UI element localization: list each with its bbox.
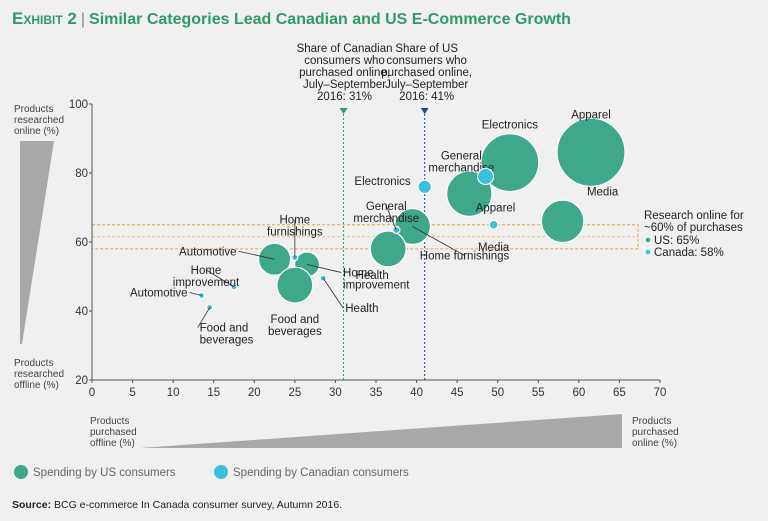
leader-line-us: [412, 226, 465, 256]
x-tick-label: 30: [329, 387, 342, 399]
bubble-label-us: Media: [587, 186, 619, 198]
exhibit-number: Exhibit 2: [12, 9, 77, 28]
x-tick-label: 5: [129, 387, 135, 399]
y-tick-label: 60: [75, 237, 88, 249]
bubble-us: [540, 199, 585, 244]
reference-arrow-us: [420, 108, 429, 114]
leader-line-canada: [197, 307, 211, 328]
x-tick-label: 20: [248, 387, 261, 399]
x-tick-label: 40: [410, 387, 423, 399]
bubble-label-canada: Automotive: [130, 287, 188, 299]
bubble-label-us: Home furnishings: [420, 250, 510, 262]
bubble-canada: [488, 219, 499, 230]
y-tick-label: 20: [75, 375, 88, 387]
y-wedge: [20, 141, 54, 344]
bubble-label-canada: Apparel: [476, 202, 516, 214]
leader-line-canada: [385, 205, 397, 231]
legend-swatch-canada: [214, 465, 228, 479]
bubble-label-canada: Electronics: [354, 176, 410, 188]
legend-label-canada: Spending by Canadian consumers: [233, 467, 409, 479]
bubble-label-canada: General merchandise: [353, 201, 419, 225]
source-text: BCG e-commerce In Canada consumer survey…: [51, 499, 343, 511]
bubble-canada: [417, 179, 432, 195]
bubble-us: [369, 230, 407, 268]
bubble-us: [276, 266, 314, 304]
source-label: Source:: [12, 499, 52, 511]
bubble-label-canada: Media: [478, 242, 510, 254]
chart-title: Similar Categories Lead Canadian and US …: [89, 11, 571, 28]
reference-label-canada: Share of Canadian consumers who purchased …: [297, 43, 393, 103]
x-label-left: Products purchased offline (%): [90, 416, 137, 449]
x-tick-label: 70: [654, 387, 667, 399]
bubble-us: [480, 133, 540, 193]
bubble-canada: [476, 167, 495, 186]
bubble-label-us: Health: [356, 270, 389, 282]
bubble-label-us: Electronics: [482, 120, 538, 132]
bubble-label-canada: Health: [345, 303, 378, 315]
reference-arrow-canada: [339, 108, 348, 114]
bubble-label-us: General merchandise: [428, 151, 494, 175]
legend-swatch-us: [14, 465, 28, 479]
y-tick-label: 40: [75, 306, 88, 318]
x-tick-label: 50: [491, 387, 504, 399]
bubble-label-us: Home improvement: [343, 267, 410, 291]
legend-label-us: Spending by US consumers: [33, 467, 176, 479]
reference-label-us: Share of US consumers who purchased online…: [381, 43, 472, 103]
bubble-label-canada: Food and beverages: [200, 323, 254, 347]
leader-line-canada: [189, 292, 202, 296]
exhibit-title: Exhibit 2 | Similar Categories Lead Canadi…: [12, 9, 571, 28]
research-band-dot-us: [645, 237, 651, 243]
y-label-bottom: Products researched offline (%): [14, 358, 64, 391]
x-tick-label: 35: [370, 387, 383, 399]
leader-line-us: [306, 264, 342, 273]
x-tick-label: 60: [572, 387, 585, 399]
x-label-right: Products purchased online (%): [632, 416, 679, 449]
y-label-top: Products researched online (%): [14, 104, 64, 137]
x-tick-label: 45: [451, 387, 464, 399]
x-wedge: [140, 414, 622, 448]
x-tick-label: 25: [288, 387, 301, 399]
bubble-label-us: Food and beverages: [268, 314, 322, 338]
bubble-label-us: Apparel: [571, 109, 611, 121]
research-band-dot-canada: [645, 249, 651, 255]
bubble-label-canada: Home furnishings: [267, 215, 323, 239]
research-band-item-canada: Canada: 58%: [654, 247, 724, 259]
leader-line-canada: [322, 278, 344, 309]
leader-line-canada: [205, 269, 235, 288]
source-note: Source: BCG e-commerce In Canada consume…: [12, 499, 342, 511]
bubble-canada: [392, 225, 401, 235]
research-band-item-us: US: 65%: [654, 235, 699, 247]
y-tick-label: 80: [75, 168, 88, 180]
research-band-label: Research online for ~60% of purchases: [644, 210, 744, 234]
x-tick-label: 10: [167, 387, 180, 399]
bubble-us: [556, 117, 626, 187]
x-tick-label: 15: [207, 387, 220, 399]
y-tick-label: 100: [69, 99, 88, 111]
bubble-label-us: Automotive: [179, 246, 237, 258]
research-band: [91, 224, 639, 250]
x-tick-label: 65: [613, 387, 626, 399]
x-tick-label: 55: [532, 387, 545, 399]
x-tick-label: 0: [89, 387, 95, 399]
leader-line-us: [238, 250, 275, 260]
bubble-label-canada: Home improvement: [173, 265, 240, 289]
